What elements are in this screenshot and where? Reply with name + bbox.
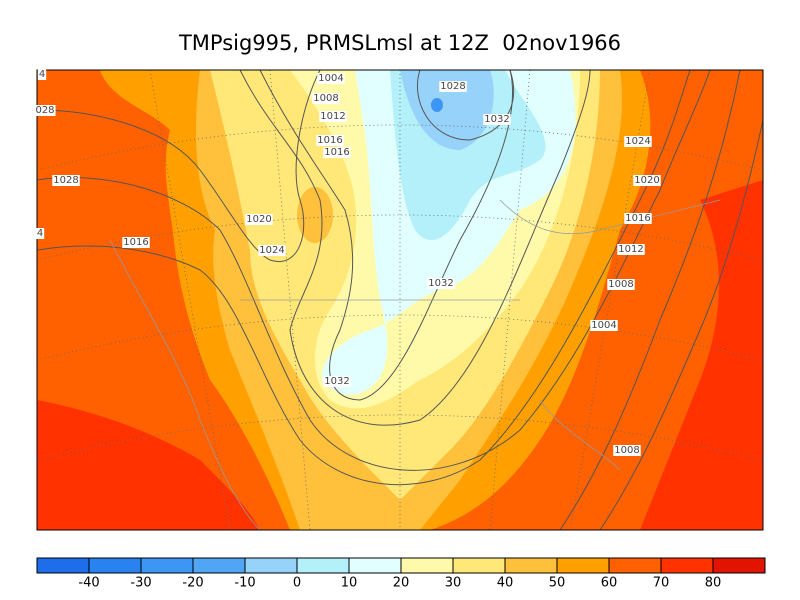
contour-line	[416, 70, 515, 141]
contour-label: 4	[39, 69, 45, 80]
colorbar-tick-label: 0	[293, 576, 301, 591]
contour-label-bg	[258, 245, 286, 256]
color-segment	[141, 558, 193, 573]
title: TMPsig995, PRMSLmsl at 12Z 02nov1966	[178, 31, 621, 55]
color-segment	[661, 558, 713, 573]
contour-label: 1032	[484, 114, 509, 125]
contour-label-bg	[122, 237, 150, 248]
contour-label-bg	[245, 214, 273, 225]
contour-label: 1032	[428, 278, 453, 289]
colorbar-tick-label: 50	[549, 576, 566, 591]
contour-label: 1016	[317, 135, 342, 146]
contour-label-bg	[624, 213, 652, 224]
contour-label-bg	[427, 278, 455, 289]
contour-label-bg	[312, 93, 340, 104]
contour-label: 1016	[123, 237, 148, 248]
contour-label: 1016	[625, 213, 650, 224]
map	[37, 70, 763, 530]
contour-line	[37, 70, 321, 263]
color-segment	[89, 558, 141, 573]
color-segment	[349, 558, 401, 573]
contour-line	[239, 70, 591, 426]
colorbar: -40 -30 -20 -10 0 10 20 30 40 50 60 70 80	[36, 557, 766, 591]
contour-label: 1012	[618, 244, 643, 255]
color-segment	[453, 558, 505, 573]
contour-label: 1020	[246, 214, 271, 225]
contour-line	[37, 70, 691, 486]
color-segment	[609, 558, 661, 573]
contour-label-bg	[633, 175, 661, 186]
contour-label: 1008	[614, 445, 639, 456]
field	[431, 98, 443, 112]
colorbar-tick-label: 60	[601, 576, 618, 591]
field	[297, 187, 333, 243]
contour-label: 1024	[625, 136, 650, 147]
contour-label: 4	[37, 228, 43, 239]
contour-label: 1024	[259, 245, 284, 256]
contour-label-bg	[37, 69, 47, 80]
contour-label-bg	[607, 279, 635, 290]
color-segment	[557, 558, 609, 573]
contour-line	[259, 70, 513, 401]
contour-label: 1008	[313, 93, 338, 104]
contour-label: 1004	[318, 73, 343, 84]
contour-label-bg	[34, 105, 56, 116]
contour-label: 1016	[324, 147, 349, 158]
color-segment	[297, 558, 349, 573]
contour-label-bg	[35, 228, 45, 239]
contour-label-bg	[316, 135, 344, 146]
contour-label-bg	[319, 111, 347, 122]
contour-label-bg	[624, 136, 652, 147]
contour-label-bg	[323, 376, 351, 387]
colorbar-tick-label: -10	[234, 576, 255, 591]
colorbar-tick-label: 30	[445, 576, 462, 591]
colorbar-tick-label: 20	[393, 576, 410, 591]
colorbar-tick-label: 70	[653, 576, 670, 591]
contour-label-bg	[439, 81, 467, 92]
map-frame	[36, 69, 764, 531]
contour-label-bg	[617, 244, 645, 255]
colorbar-tick-label: -20	[182, 576, 203, 591]
color-segment	[505, 558, 557, 573]
color-segment	[245, 558, 297, 573]
colorbar-tick-label: 80	[705, 576, 722, 591]
field	[37, 400, 260, 530]
contour-label-bg	[323, 147, 351, 158]
contour-line	[559, 70, 763, 530]
contour-label-bg	[483, 114, 511, 125]
colorbar-tick-label: 10	[341, 576, 358, 591]
colorbar-tick-label: -30	[130, 576, 151, 591]
contour-label: 1004	[591, 320, 616, 331]
color-segment	[713, 558, 765, 573]
colorbar-tick-label: 40	[497, 576, 514, 591]
contour-label-bg	[52, 175, 80, 186]
color-segment	[193, 558, 245, 573]
contour-label: 028	[35, 105, 54, 116]
contour-label: 1032	[324, 376, 349, 387]
contour-label-bg	[317, 73, 345, 84]
boundary	[109, 199, 721, 530]
contour-line	[37, 70, 711, 471]
color-segment	[37, 558, 89, 573]
field	[400, 70, 494, 150]
contour-label: 1028	[53, 175, 78, 186]
contour-labels: 1004100810121016101610281032102410201016…	[34, 69, 661, 456]
contour-label: 1012	[320, 111, 345, 122]
contour-label: 1028	[440, 81, 465, 92]
field	[640, 180, 763, 530]
contour-label-bg	[590, 320, 618, 331]
color-segment	[401, 558, 453, 573]
contour-label-bg	[613, 445, 641, 456]
contour-label: 1020	[634, 175, 659, 186]
colorbar-tick-label: -40	[78, 576, 99, 591]
contour-label: 1008	[608, 279, 633, 290]
